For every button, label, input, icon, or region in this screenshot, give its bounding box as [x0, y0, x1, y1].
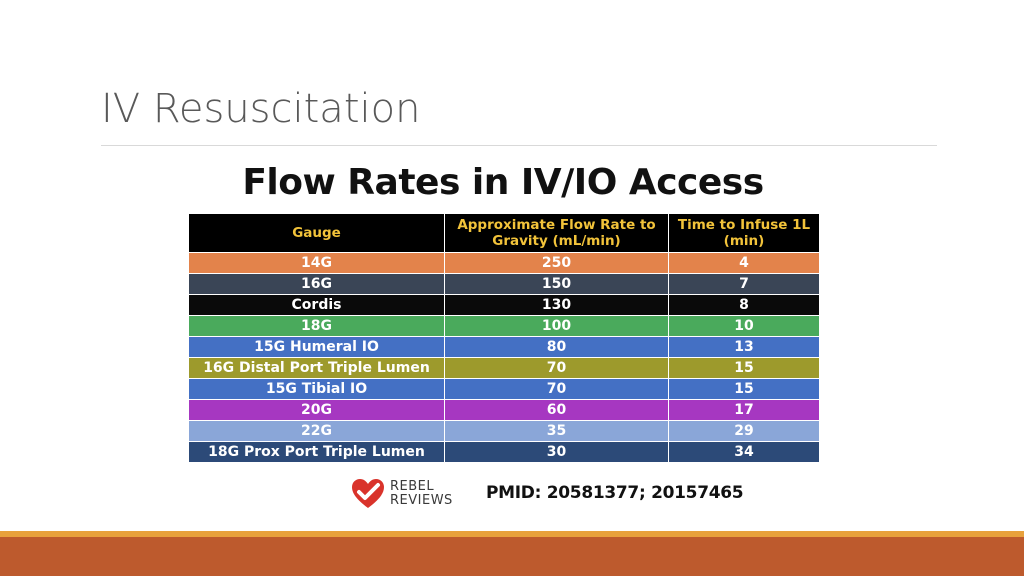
cell-gauge: 18G [188, 315, 445, 337]
table-row: Cordis 130 8 [188, 294, 820, 316]
cell-flow-rate: 80 [444, 336, 669, 358]
table-row: 18G 100 10 [188, 315, 820, 337]
cell-time-to-infuse: 17 [668, 399, 820, 421]
cell-time-to-infuse: 13 [668, 336, 820, 358]
cell-time-to-infuse: 34 [668, 441, 820, 462]
cell-flow-rate: 130 [444, 294, 669, 316]
slide-title: IV Resuscitation [101, 86, 421, 132]
cell-flow-rate: 60 [444, 399, 669, 421]
cell-time-to-infuse: 4 [668, 252, 820, 274]
heart-check-icon [352, 479, 384, 508]
cell-flow-rate: 30 [444, 441, 669, 462]
cell-time-to-infuse: 7 [668, 273, 820, 295]
column-header-flow-rate: Approximate Flow Rate to Gravity (mL/min… [444, 213, 669, 253]
logo-text: REBEL REVIEWS [390, 480, 453, 508]
cell-flow-rate: 35 [444, 420, 669, 442]
table-row: 15G Humeral IO 80 13 [188, 336, 820, 358]
column-header-time-to-infuse: Time to Infuse 1L (min) [668, 213, 820, 253]
footer-band [0, 537, 1024, 576]
cell-time-to-infuse: 29 [668, 420, 820, 442]
cell-gauge: 20G [188, 399, 445, 421]
table-row: 15G Tibial IO 70 15 [188, 378, 820, 400]
infographic-title: Flow Rates in IV/IO Access [242, 162, 764, 203]
cell-gauge: 15G Tibial IO [188, 378, 445, 400]
logo-text-line2: REVIEWS [390, 493, 453, 508]
cell-gauge: 22G [188, 420, 445, 442]
cell-flow-rate: 150 [444, 273, 669, 295]
cell-flow-rate: 250 [444, 252, 669, 274]
cell-gauge: Cordis [188, 294, 445, 316]
logo-text-line1: REBEL [390, 479, 435, 494]
cell-time-to-infuse: 10 [668, 315, 820, 337]
cell-gauge: 18G Prox Port Triple Lumen [188, 441, 445, 462]
cell-time-to-infuse: 15 [668, 378, 820, 400]
cell-time-to-infuse: 8 [668, 294, 820, 316]
table-row: 16G Distal Port Triple Lumen 70 15 [188, 357, 820, 379]
column-header-gauge: Gauge [188, 213, 445, 253]
title-divider [101, 145, 937, 146]
cell-flow-rate: 70 [444, 357, 669, 379]
rebel-reviews-logo: REBEL REVIEWS [350, 476, 460, 512]
cell-gauge: 14G [188, 252, 445, 274]
table-row: 18G Prox Port Triple Lumen 30 34 [188, 441, 820, 462]
cell-gauge: 16G Distal Port Triple Lumen [188, 357, 445, 379]
cell-time-to-infuse: 15 [668, 357, 820, 379]
table-body: 14G 250 4 16G 150 7 Cordis 130 8 18G 100 10 15G Hume… [188, 252, 820, 462]
footer-accent-stripe [0, 531, 1024, 537]
table-row: 14G 250 4 [188, 252, 820, 274]
cell-gauge: 16G [188, 273, 445, 295]
cell-flow-rate: 70 [444, 378, 669, 400]
flow-rate-table: Gauge Approximate Flow Rate to Gravity (… [188, 213, 820, 462]
table-header-row: Gauge Approximate Flow Rate to Gravity (… [188, 213, 820, 253]
table-row: 20G 60 17 [188, 399, 820, 421]
cell-gauge: 15G Humeral IO [188, 336, 445, 358]
table-row: 22G 35 29 [188, 420, 820, 442]
pmid-citation: PMID: 20581377; 20157465 [486, 483, 744, 503]
table-row: 16G 150 7 [188, 273, 820, 295]
cell-flow-rate: 100 [444, 315, 669, 337]
